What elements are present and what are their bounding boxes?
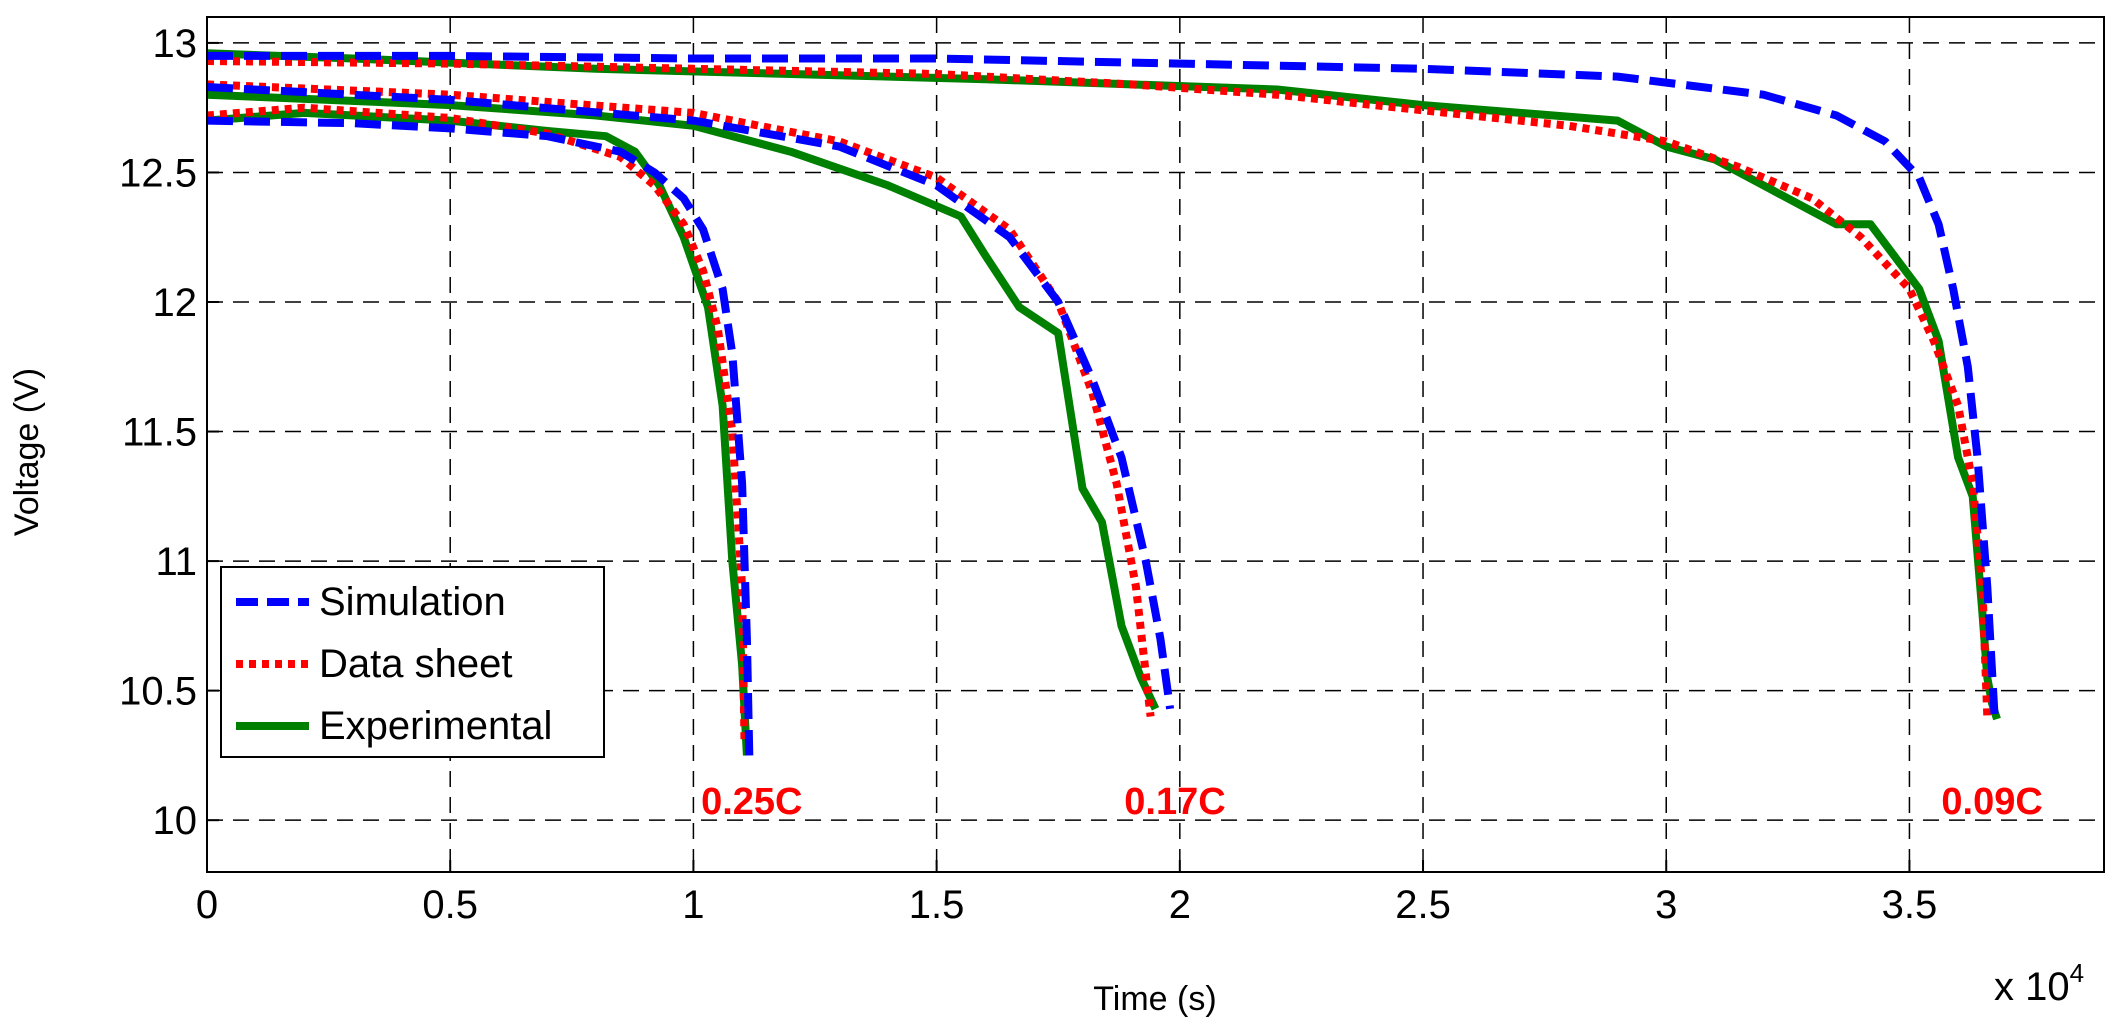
legend-label-data-sheet: Data sheet — [319, 642, 512, 686]
x-tick-label: 1.5 — [909, 883, 965, 927]
x-tick-label: 0.5 — [422, 883, 478, 927]
rate-annotation: 0.25C — [701, 781, 802, 823]
x-tick-label: 0 — [196, 883, 218, 927]
plot-frame — [206, 16, 2105, 873]
series-line-simulation-0.25C — [206, 116, 754, 756]
legend-label-experimental: Experimental — [319, 704, 552, 748]
grid — [207, 17, 2104, 872]
y-tick-label: 11 — [155, 540, 197, 584]
x-tick-label: 2.5 — [1395, 883, 1451, 927]
series-line-data-sheet-0.17C — [206, 80, 1155, 717]
y-tick-label: 12.5 — [119, 151, 197, 195]
y-axis-label: Voltage (V) — [8, 368, 46, 536]
legend: Simulation Data sheet Experimental — [220, 566, 605, 758]
series-line-data-sheet-0.25C — [206, 103, 749, 743]
x-axis-label: Time (s) — [1093, 980, 1216, 1018]
series-line-experimental-0.09C — [206, 49, 2001, 721]
x-tick-label: 3.5 — [1882, 883, 1938, 927]
y-tick-label: 12 — [153, 281, 198, 325]
series-line-simulation-0.17C — [206, 83, 1175, 710]
y-tick-label: 13 — [153, 22, 198, 66]
x-tick-label: 3 — [1655, 883, 1677, 927]
y-tick-label: 11.5 — [122, 411, 197, 455]
x-axis-multiplier-base: x 10 — [1994, 965, 2070, 1009]
y-tick-label: 10 — [153, 799, 198, 843]
x-axis-multiplier: x 104 — [1994, 958, 2084, 1009]
annotations: 0.25C 0.17C 0.09C — [701, 781, 2043, 823]
x-axis-multiplier-exponent: 4 — [2070, 958, 2084, 988]
series-line-experimental-0.25C — [206, 108, 751, 756]
series-line-data-sheet-0.09C — [206, 57, 1992, 717]
series-line-simulation-0.09C — [207, 51, 1999, 717]
series-lines — [206, 49, 2001, 756]
x-tick-label: 1 — [682, 883, 704, 927]
rate-annotation: 0.09C — [1941, 781, 2042, 823]
rate-annotation: 0.17C — [1124, 781, 1225, 823]
y-tick-label: 10.5 — [119, 670, 197, 714]
legend-label-simulation: Simulation — [319, 580, 506, 624]
x-tick-label: 2 — [1169, 883, 1191, 927]
